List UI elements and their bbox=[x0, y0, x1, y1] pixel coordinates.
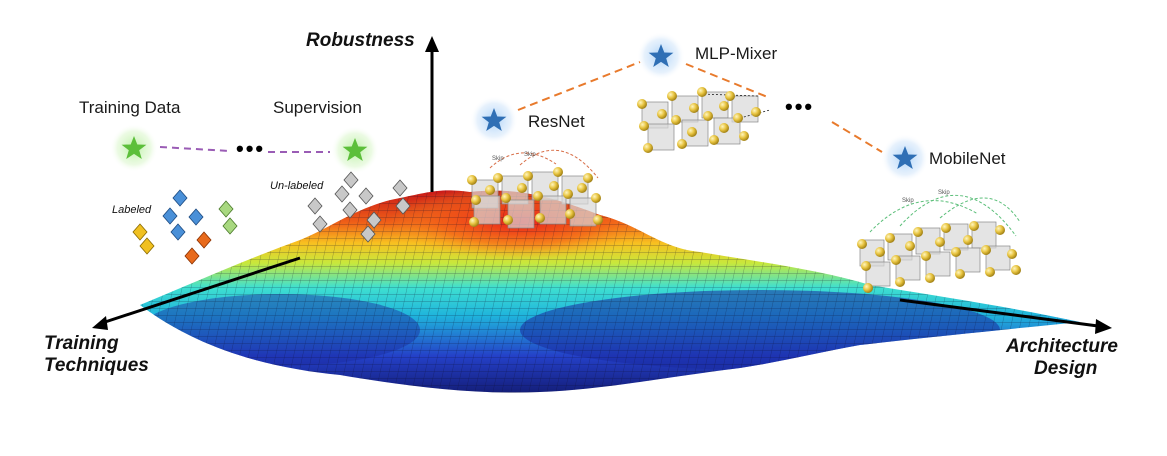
architecture-design-axis-label: Architecture Design bbox=[1006, 336, 1118, 380]
left-axis bbox=[101, 256, 301, 325]
mobilenet-block: Skip Skip bbox=[857, 190, 1021, 293]
mlp-mixer-star-icon bbox=[648, 44, 674, 67]
svg-text:Skip: Skip bbox=[492, 156, 504, 162]
supervision-label: Supervision bbox=[273, 98, 362, 117]
mobilenet-star-icon bbox=[892, 146, 918, 169]
vertical-axis-arrowhead bbox=[425, 36, 439, 52]
stars bbox=[121, 44, 918, 169]
connectors bbox=[159, 61, 883, 153]
svg-text:Skip: Skip bbox=[938, 190, 950, 196]
right-axis bbox=[899, 298, 1099, 328]
robustness-axis-label: Robustness bbox=[306, 30, 415, 51]
left-axis-arrowhead bbox=[92, 316, 108, 330]
resnet-mlp-dash bbox=[517, 61, 641, 111]
mobilenet-label: MobileNet bbox=[929, 149, 1006, 168]
resnet-label: ResNet bbox=[528, 112, 585, 131]
svg-text:Skip: Skip bbox=[524, 152, 536, 158]
training-data-star-icon bbox=[121, 136, 147, 159]
supervision-star-icon bbox=[342, 138, 368, 161]
architecture-design-line2: Design bbox=[1034, 358, 1098, 379]
dots-mobilenet-dash bbox=[831, 121, 883, 153]
hill-surface bbox=[140, 190, 1080, 393]
labeled-label: Labeled bbox=[112, 204, 152, 216]
unlabeled-data-diamonds bbox=[307, 171, 411, 243]
training-ellipsis: ••• bbox=[236, 136, 266, 161]
training-techniques-line2: Techniques bbox=[44, 355, 149, 376]
axes bbox=[92, 36, 1112, 334]
right-axis-arrowhead bbox=[1095, 319, 1112, 334]
training-dash-left bbox=[159, 146, 231, 152]
labeled-data-diamonds bbox=[132, 189, 238, 265]
training-data-label: Training Data bbox=[79, 98, 181, 117]
architecture-design-line1: Architecture bbox=[1006, 336, 1118, 357]
training-techniques-axis-label: Training Techniques bbox=[44, 333, 149, 377]
svg-text:Skip: Skip bbox=[902, 198, 914, 204]
resnet-block: Skip Skip bbox=[467, 149, 603, 229]
architecture-ellipsis: ••• bbox=[785, 94, 815, 119]
mlp-mixer-block bbox=[637, 87, 771, 153]
training-techniques-line1: Training bbox=[44, 333, 119, 354]
mlp-dots-dash bbox=[685, 63, 771, 99]
unlabeled-label: Un-labeled bbox=[270, 180, 324, 192]
mlp-mixer-label: MLP-Mixer bbox=[695, 44, 778, 63]
resnet-star-icon bbox=[481, 108, 507, 131]
